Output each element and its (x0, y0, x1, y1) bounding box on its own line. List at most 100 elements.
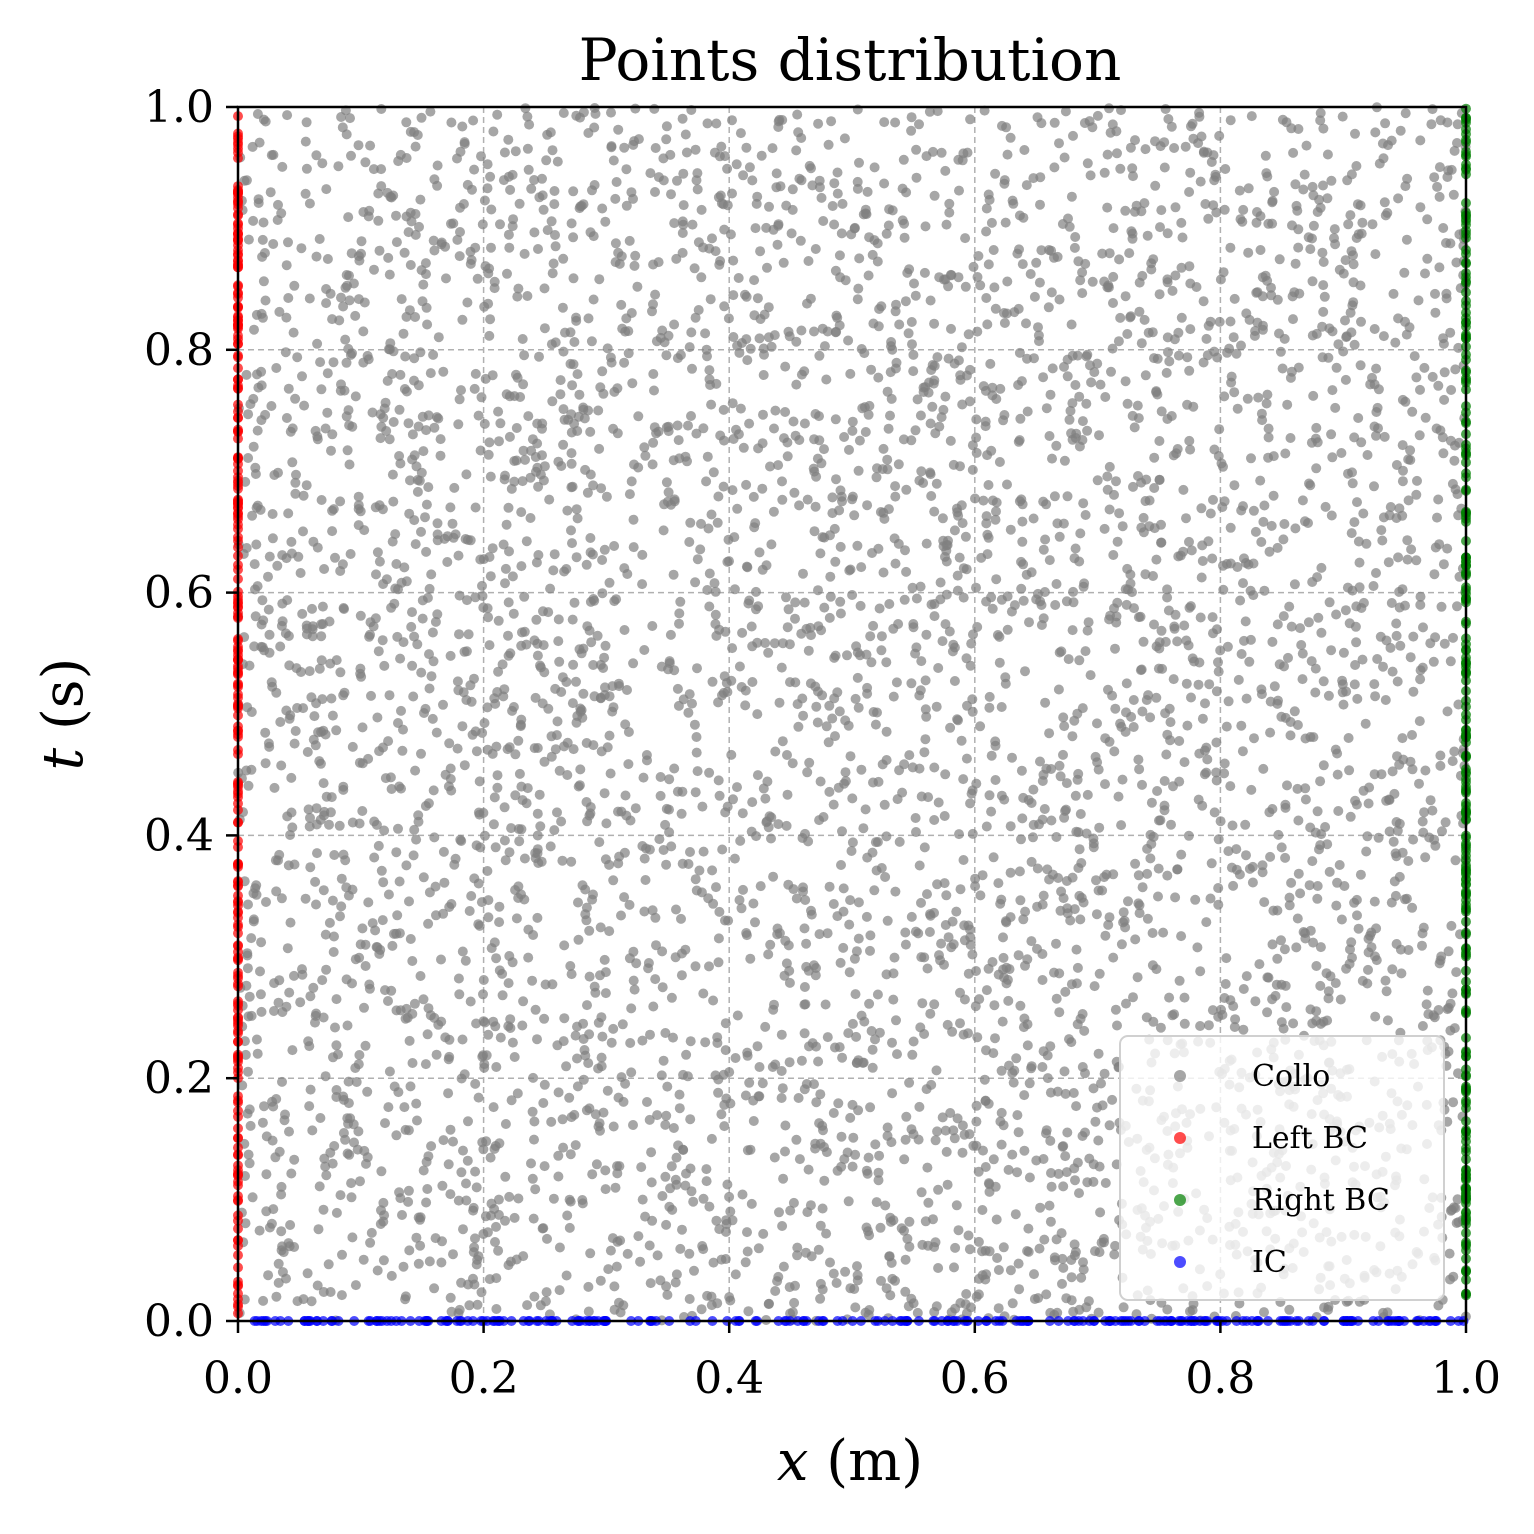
data-point (528, 1072, 539, 1083)
data-point (596, 483, 607, 494)
data-point (975, 890, 986, 901)
data-point (513, 735, 524, 746)
data-point (395, 458, 406, 469)
data-point (669, 494, 680, 505)
data-point (1382, 207, 1393, 218)
data-point (1210, 169, 1221, 180)
data-point (766, 833, 776, 844)
data-point (1307, 856, 1318, 867)
data-point (865, 930, 876, 941)
data-point (1336, 448, 1347, 458)
data-point (1370, 249, 1381, 260)
data-point (989, 282, 1000, 293)
data-point (1310, 827, 1321, 838)
data-point (1393, 313, 1404, 324)
data-point (959, 935, 970, 946)
data-point (834, 1042, 845, 1053)
data-point (248, 441, 259, 452)
data-point (874, 603, 885, 614)
data-point (763, 647, 774, 658)
data-point (1292, 913, 1303, 924)
data-point (906, 317, 917, 327)
data-point (1205, 893, 1216, 904)
data-point (1453, 342, 1464, 353)
data-point (346, 1192, 357, 1203)
data-point (547, 145, 558, 156)
data-point (1209, 807, 1220, 818)
data-point (317, 158, 328, 169)
data-point (336, 901, 347, 912)
data-point (1259, 585, 1270, 596)
data-point (313, 1224, 324, 1235)
data-point (494, 436, 504, 447)
data-point (319, 810, 329, 821)
data-point (1369, 896, 1380, 907)
data-point (1173, 551, 1184, 562)
data-point (338, 1091, 349, 1102)
data-point (512, 1088, 523, 1099)
data-point (835, 957, 846, 968)
data-point (1137, 882, 1148, 893)
data-point (356, 236, 367, 247)
data-point (253, 382, 264, 393)
data-point (982, 529, 993, 540)
data-point (650, 143, 661, 153)
data-point (756, 150, 767, 161)
data-point (891, 677, 902, 688)
data-point (567, 538, 577, 549)
data-point (647, 621, 658, 631)
data-point (454, 251, 465, 262)
data-point (321, 284, 332, 294)
data-point (386, 602, 397, 613)
data-point (493, 406, 504, 417)
data-point (856, 764, 867, 775)
data-point (632, 281, 643, 292)
data-point (1159, 137, 1170, 148)
data-point (655, 772, 666, 782)
data-point (301, 117, 312, 128)
chart-title: Points distribution (579, 26, 1122, 94)
data-point (949, 1133, 960, 1144)
data-point (515, 721, 526, 732)
data-point (781, 820, 792, 831)
data-point (314, 234, 325, 244)
data-point (564, 1194, 575, 1205)
data-point (1156, 406, 1167, 417)
data-point (1395, 640, 1406, 651)
data-point (740, 1090, 751, 1101)
data-point (273, 1277, 284, 1288)
data-point (676, 970, 687, 981)
data-point (988, 245, 999, 255)
data-point (1182, 720, 1193, 731)
data-point (1087, 276, 1098, 287)
data-point (1323, 690, 1334, 701)
data-point (960, 281, 971, 292)
data-point (971, 582, 981, 593)
data-point (414, 221, 424, 232)
data-point (523, 952, 534, 963)
data-point (1062, 371, 1073, 382)
data-point (1165, 717, 1176, 728)
data-point (1146, 797, 1157, 808)
data-point (1028, 173, 1039, 184)
data-point (931, 1065, 942, 1076)
data-point (411, 834, 422, 845)
data-point (988, 1154, 999, 1165)
data-point (730, 1053, 741, 1063)
data-point (420, 801, 431, 811)
data-point (357, 722, 368, 733)
data-point (923, 792, 934, 803)
data-point (453, 550, 464, 561)
data-point (1404, 322, 1415, 333)
data-point (586, 336, 597, 347)
data-point (539, 1079, 550, 1090)
data-point (409, 127, 420, 138)
data-point (1370, 1011, 1381, 1022)
data-point (1142, 868, 1153, 879)
data-point (1224, 343, 1235, 354)
data-point (847, 1161, 858, 1172)
data-point (448, 1249, 458, 1260)
data-point (600, 988, 611, 999)
data-point (1054, 760, 1065, 771)
data-point (430, 881, 441, 892)
